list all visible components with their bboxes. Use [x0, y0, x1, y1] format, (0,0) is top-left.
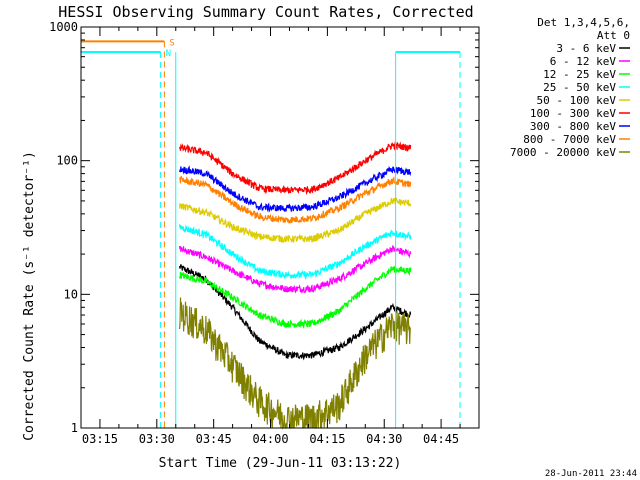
y-tick-label-1: 10 [64, 287, 78, 301]
chart-title: HESSI Observing Summary Count Rates, Cor… [58, 3, 473, 21]
y-tick-label-2: 100 [56, 154, 78, 168]
series-line-3 [179, 224, 412, 280]
legend-label-0: 3 - 6 keV [556, 42, 616, 55]
y-tick-label-0: 1 [71, 421, 78, 435]
timestamp: 28-Jun-2011 23:44 [545, 469, 637, 479]
y-axis-label: Corrected Count Rate (s⁻¹ detector⁻¹) [22, 151, 37, 441]
plot-frame [80, 26, 480, 429]
series-line-7 [179, 175, 412, 224]
legend-label-6: 300 - 800 keV [530, 120, 616, 133]
axes: 1 10 100 1000 03:15 03:30 03:45 04:00 04:15 04:30… [49, 20, 480, 446]
x-tick-label-1: 03:30 [139, 432, 175, 446]
series-layer [179, 141, 412, 430]
marker-label-1: S [169, 38, 174, 48]
legend-label-2: 12 - 25 keV [543, 68, 616, 81]
legend-label-3: 25 - 50 keV [543, 81, 616, 94]
x-tick-label-4: 04:15 [309, 432, 345, 446]
x-tick-label-6: 04:45 [423, 432, 459, 446]
legend-header-attenuator: Att 0 [597, 29, 630, 42]
legend-label-8: 7000 - 20000 keV [510, 146, 616, 159]
y-tick-label-3: 1000 [49, 20, 78, 34]
x-tick-label-2: 03:45 [196, 432, 232, 446]
marker-layer: NS [81, 38, 461, 428]
x-tick-label-5: 04:30 [366, 432, 402, 446]
marker-label-0: N [166, 49, 171, 59]
x-tick-label-0: 03:15 [82, 432, 118, 446]
series-line-1 [179, 244, 412, 294]
x-axis-label: Start Time (29-Jun-11 03:13:22) [159, 456, 402, 471]
series-line-4 [179, 197, 412, 244]
legend-label-4: 50 - 100 keV [537, 94, 617, 107]
legend-label-1: 6 - 12 keV [550, 55, 617, 68]
series-line-6 [179, 165, 412, 213]
legend-label-5: 100 - 300 keV [530, 107, 616, 120]
legend-label-7: 800 - 7000 keV [523, 133, 616, 146]
series-line-8 [179, 297, 412, 430]
legend-header-detectors: Det 1,3,4,5,6, [537, 16, 630, 29]
series-line-5 [179, 141, 412, 195]
x-tick-label-3: 04:00 [252, 432, 288, 446]
series-line-2 [179, 265, 412, 330]
